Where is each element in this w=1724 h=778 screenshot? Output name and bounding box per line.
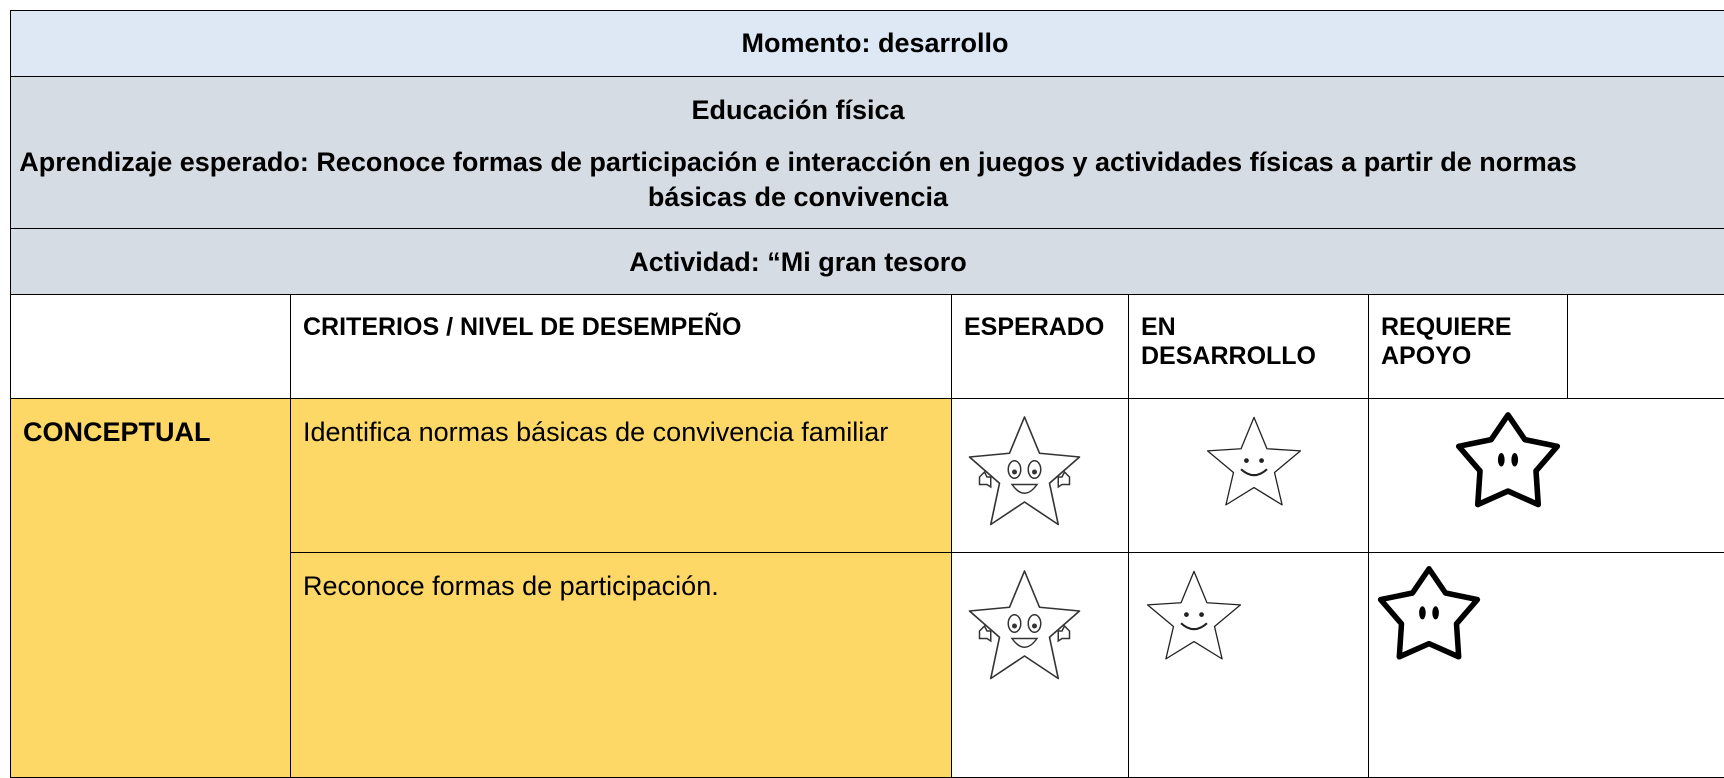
criterion: Reconoce formas de participación. xyxy=(290,552,952,778)
activity-row: Actividad: “Mi gran tesoro xyxy=(10,228,1724,295)
column-header: CRITERIOS / NIVEL DE DESEMPEÑO xyxy=(290,294,952,399)
column-header: REQUIERE APOYO xyxy=(1368,294,1568,399)
star-thumbs-icon xyxy=(962,566,1087,691)
momento-row: Momento: desarrollo xyxy=(10,10,1724,77)
subject: Educación física xyxy=(691,95,905,125)
column-header: ESPERADO xyxy=(951,294,1129,399)
activity: Actividad: “Mi gran tesoro xyxy=(629,247,967,277)
star-bold-icon xyxy=(1374,560,1484,670)
cell xyxy=(1567,294,1724,399)
column-header: EN DESARROLLO xyxy=(1128,294,1369,399)
learning: Aprendizaje esperado: Reconoce formas de… xyxy=(19,147,1577,213)
momento: Momento: desarrollo xyxy=(741,28,1009,58)
subject-row: Educación física Aprendizaje esperado: R… xyxy=(10,76,1724,229)
category: CONCEPTUAL xyxy=(10,398,291,778)
star-bold-icon xyxy=(1452,406,1564,518)
star-smile-icon xyxy=(1140,566,1248,674)
criterion: Identifica normas básicas de convivencia… xyxy=(290,398,952,553)
star-thumbs-icon xyxy=(962,412,1087,537)
star-smile-icon xyxy=(1200,412,1308,520)
blank-header xyxy=(10,294,291,399)
